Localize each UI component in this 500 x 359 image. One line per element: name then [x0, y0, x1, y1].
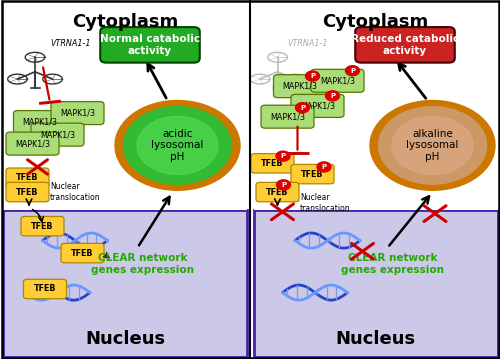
Text: TFEB: TFEB	[16, 187, 39, 197]
Circle shape	[306, 71, 320, 81]
Text: MAPK1/3: MAPK1/3	[320, 76, 355, 85]
Text: TFEB: TFEB	[16, 173, 39, 182]
Text: MAPK1/3: MAPK1/3	[60, 108, 95, 118]
FancyBboxPatch shape	[251, 154, 294, 173]
FancyBboxPatch shape	[256, 182, 299, 202]
Circle shape	[124, 107, 232, 184]
Text: P: P	[300, 105, 305, 111]
Text: Reduced catabolic
activity: Reduced catabolic activity	[351, 34, 459, 56]
Text: Nuclear
translocation: Nuclear translocation	[50, 182, 100, 202]
Bar	[2, 2, 246, 210]
Text: MAPK1/3: MAPK1/3	[15, 139, 50, 148]
Text: Cytoplasm: Cytoplasm	[72, 13, 178, 31]
Circle shape	[346, 66, 360, 76]
FancyBboxPatch shape	[274, 75, 326, 98]
Text: MAPK1/3: MAPK1/3	[40, 130, 75, 139]
FancyBboxPatch shape	[261, 105, 314, 128]
Circle shape	[137, 116, 218, 174]
Text: P: P	[350, 68, 355, 74]
Circle shape	[392, 116, 473, 174]
Text: Nucleus: Nucleus	[85, 330, 165, 348]
FancyBboxPatch shape	[51, 102, 104, 125]
Text: P: P	[310, 73, 315, 79]
Text: Normal catabolic
activity: Normal catabolic activity	[100, 34, 200, 56]
FancyBboxPatch shape	[355, 27, 455, 62]
Text: Cytoplasm: Cytoplasm	[322, 13, 428, 31]
FancyBboxPatch shape	[6, 182, 49, 202]
Circle shape	[326, 91, 340, 101]
Text: TFEB: TFEB	[261, 159, 284, 168]
FancyBboxPatch shape	[24, 279, 66, 299]
Text: Nucleus: Nucleus	[335, 330, 415, 348]
Bar	[254, 2, 498, 210]
Text: VTRNA1-1: VTRNA1-1	[50, 38, 90, 48]
FancyBboxPatch shape	[21, 216, 64, 236]
FancyBboxPatch shape	[14, 111, 66, 134]
Circle shape	[276, 151, 290, 161]
Text: TFEB: TFEB	[34, 284, 56, 294]
Circle shape	[115, 101, 240, 190]
FancyBboxPatch shape	[61, 243, 104, 263]
Text: TFEB: TFEB	[31, 222, 54, 231]
Text: P: P	[322, 164, 326, 170]
Circle shape	[317, 162, 331, 172]
Text: TFEB: TFEB	[301, 169, 324, 179]
Text: acidic
lysosomal
pH: acidic lysosomal pH	[152, 129, 204, 162]
Text: TFEB: TFEB	[72, 248, 94, 258]
FancyBboxPatch shape	[311, 69, 364, 92]
Text: P: P	[281, 182, 286, 188]
Text: Nuclear
translocation: Nuclear translocation	[300, 193, 350, 213]
Text: MAPK1/3: MAPK1/3	[270, 112, 305, 121]
Bar	[2, 210, 246, 357]
FancyBboxPatch shape	[6, 168, 49, 187]
Text: MAPK1/3: MAPK1/3	[300, 101, 335, 111]
Circle shape	[296, 103, 310, 113]
Circle shape	[378, 107, 486, 184]
Text: P: P	[330, 93, 335, 99]
FancyBboxPatch shape	[100, 27, 200, 62]
Text: CLEAR network
genes expression: CLEAR network genes expression	[341, 253, 444, 275]
Text: MAPK1/3: MAPK1/3	[22, 117, 58, 127]
FancyBboxPatch shape	[291, 164, 334, 184]
Text: P: P	[280, 153, 285, 159]
FancyBboxPatch shape	[31, 123, 84, 146]
Text: alkaline
lysosomal
pH: alkaline lysosomal pH	[406, 129, 459, 162]
Text: VTRNA1-1: VTRNA1-1	[288, 38, 328, 48]
Text: TFEB: TFEB	[266, 187, 289, 197]
Circle shape	[276, 180, 290, 190]
Bar	[254, 210, 498, 357]
FancyBboxPatch shape	[291, 94, 344, 117]
Text: MAPK1/3: MAPK1/3	[282, 81, 318, 91]
FancyBboxPatch shape	[6, 132, 59, 155]
Circle shape	[370, 101, 495, 190]
Text: CLEAR network
genes expression: CLEAR network genes expression	[91, 253, 194, 275]
